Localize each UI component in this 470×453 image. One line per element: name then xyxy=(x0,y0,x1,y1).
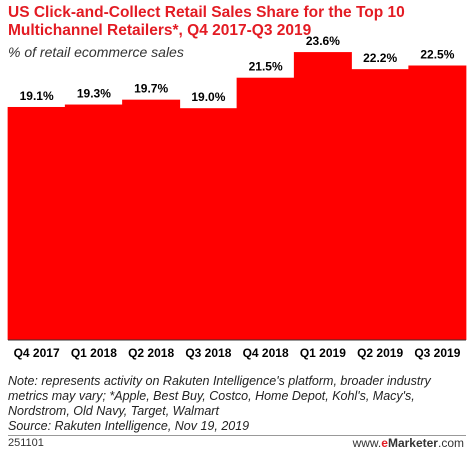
brand-name: Marketer xyxy=(387,436,438,450)
category-label: Q3 2019 xyxy=(414,346,460,360)
value-label: 19.0% xyxy=(191,90,225,104)
bar-chart: 19.1% 19.3% 19.7% 19.0% 21.5% 23.6% 22.2% 22.5%… xyxy=(7,34,467,360)
chart-title: US Click-and-Collect Retail Sales Share … xyxy=(8,4,405,39)
value-label: 19.1% xyxy=(20,89,54,103)
emarketer-logo: www.eMarketer.com xyxy=(353,436,464,450)
brand-suffix: .com xyxy=(437,436,464,450)
value-label: 23.6% xyxy=(306,34,340,48)
brand-prefix: www. xyxy=(352,436,382,450)
value-label: 21.5% xyxy=(249,60,283,74)
category-label: Q1 2018 xyxy=(71,346,117,360)
value-label: 19.3% xyxy=(77,87,111,101)
category-label: Q4 2018 xyxy=(243,346,289,360)
category-label: Q1 2019 xyxy=(300,346,346,360)
bar-q3-2019 xyxy=(408,65,467,340)
bar-q1-2019 xyxy=(293,52,352,341)
source-text: Source: Rakuten Intelligence, Nov 19, 20… xyxy=(8,419,250,433)
category-label: Q2 2019 xyxy=(357,346,403,360)
brand-e: e xyxy=(381,436,388,450)
category-label: Q4 2017 xyxy=(14,346,60,360)
bar-q4-2017 xyxy=(7,106,66,340)
category-label: Q3 2018 xyxy=(185,346,231,360)
footer-divider xyxy=(8,435,466,436)
chart-id: 251101 xyxy=(8,437,44,449)
value-label: 22.2% xyxy=(363,51,397,65)
note-text: Note: represents activity on Rakuten Int… xyxy=(8,374,431,418)
chart-note: Note: represents activity on Rakuten Int… xyxy=(8,374,466,434)
value-label: 22.5% xyxy=(420,48,454,62)
bar-q2-2019 xyxy=(351,69,410,340)
value-label: 19.7% xyxy=(134,82,168,96)
chart-subtitle: % of retail ecommerce sales xyxy=(8,44,184,60)
bar-q1-2018 xyxy=(64,104,123,340)
bar-q4-2018 xyxy=(236,77,295,340)
category-label: Q2 2018 xyxy=(128,346,174,360)
bar-q2-2018 xyxy=(122,99,181,340)
bar-q3-2018 xyxy=(179,108,238,340)
